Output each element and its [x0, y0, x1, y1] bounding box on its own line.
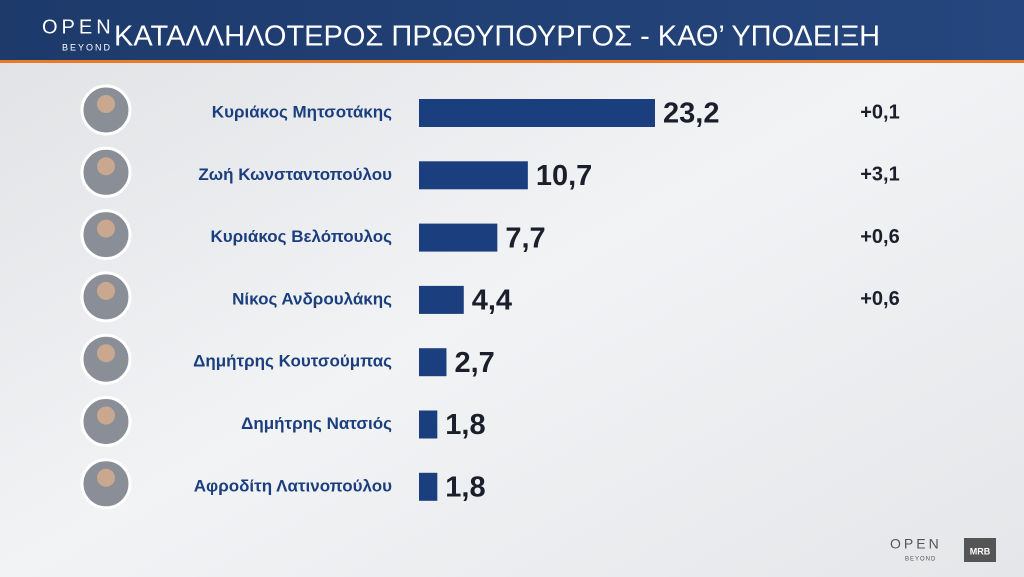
candidate-name: Νίκος Ανδρουλάκης [232, 289, 392, 308]
change-label: +0,6 [860, 288, 899, 310]
bar [419, 161, 528, 190]
candidate-name: Κυριάκος Βελόπουλος [210, 227, 392, 246]
bar [419, 472, 438, 501]
candidate-name: Δημήτρης Νατσιός [241, 414, 392, 433]
value-label: 7,7 [505, 222, 545, 254]
candidate-name: Δημήτρης Κουτσούμπας [193, 352, 392, 371]
avatar-head [97, 344, 115, 363]
logo-name: OPEN [42, 16, 115, 38]
bar [419, 348, 447, 377]
bar [419, 410, 438, 439]
footer-logo-name: OPEN [890, 536, 942, 552]
change-label: +0,6 [860, 226, 899, 248]
value-label: 2,7 [454, 347, 494, 379]
change-label: +3,1 [860, 164, 899, 186]
header-accent [0, 60, 1024, 63]
footer-logo-tagline: BEYOND [905, 557, 936, 563]
pollster-badge [964, 538, 996, 562]
header [0, 0, 1024, 60]
avatar-head [97, 468, 115, 487]
candidate-name: Κυριάκος Μητσοτάκης [212, 102, 392, 121]
bar [419, 285, 464, 314]
value-label: 10,7 [536, 160, 592, 192]
logo-tagline: BEYOND [62, 42, 112, 52]
avatar-head [97, 157, 115, 176]
candidate-name: Αφροδίτη Λατινοπούλου [194, 476, 392, 495]
change-label: +0,1 [860, 101, 899, 123]
value-label: 1,8 [445, 409, 485, 441]
avatar-head [97, 219, 115, 238]
value-label: 23,2 [663, 98, 719, 130]
pollster: MRB [970, 546, 991, 556]
avatar-head [97, 406, 115, 425]
bar [419, 99, 655, 127]
chart-title: ΚΑΤΑΛΛΗΛΟΤΕΡΟΣ ΠΡΩΘΥΠΟΥΡΓΟΣ - ΚΑΘ’ ΥΠΟΔΕ… [114, 21, 880, 53]
value-label: 4,4 [472, 285, 512, 317]
value-label: 1,8 [445, 471, 485, 503]
candidate-name: Ζωή Κωνσταντοπούλου [198, 165, 392, 184]
avatar-head [97, 95, 115, 113]
bar [419, 223, 498, 252]
avatar-head [97, 281, 115, 300]
